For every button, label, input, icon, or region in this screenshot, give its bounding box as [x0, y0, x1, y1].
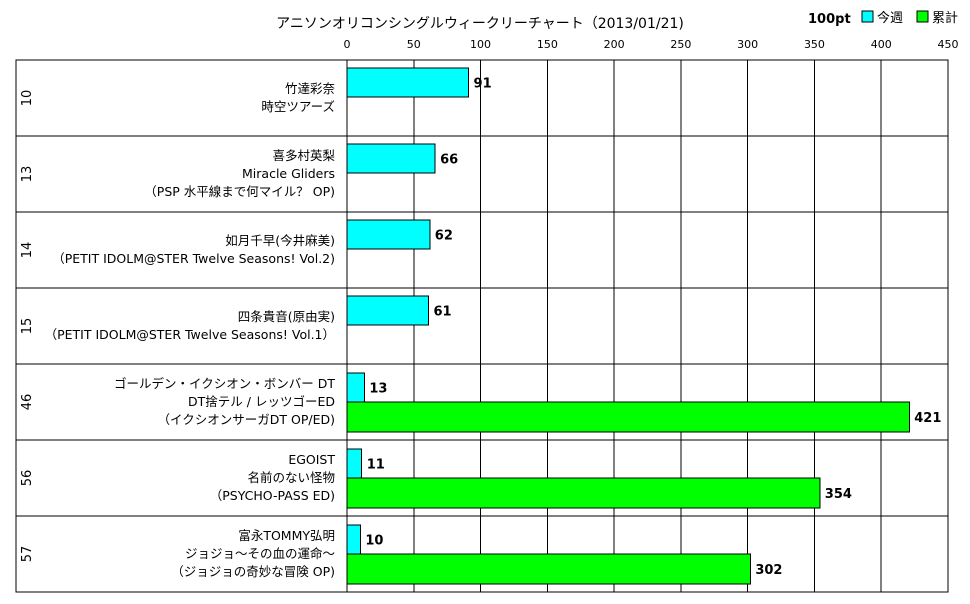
- value-label-cumulative: 421: [914, 411, 941, 426]
- song-label: （ジョジョの奇妙な冒険 OP): [171, 564, 335, 579]
- song-label: 時空ツアーズ: [261, 99, 335, 114]
- song-label: 喜多村英梨: [272, 148, 335, 163]
- legend: 100pt 今週 累計: [808, 10, 958, 27]
- song-label: （イクシオンサーガDT OP/ED): [158, 412, 335, 427]
- chart-row: 13 喜多村英梨 Miracle Gliders （PSP 水平線まで何マイル？ OP…: [16, 135, 948, 199]
- legend-cumulative-swatch: [916, 10, 929, 23]
- value-label-weekly: 66: [440, 153, 458, 168]
- song-label: （PSP 水平線まで何マイル？ OP): [144, 184, 335, 199]
- rank-label: 56: [20, 470, 35, 487]
- x-tick-label: 250: [670, 38, 691, 51]
- value-label-weekly: 10: [365, 534, 383, 549]
- x-tick-label: 400: [871, 38, 892, 51]
- value-label-weekly: 61: [433, 305, 451, 320]
- x-tick-label: 300: [737, 38, 758, 51]
- value-label-cumulative: 302: [755, 563, 782, 578]
- song-label: （PETIT IDOLM@STER Twelve Seasons! Vol.2): [52, 251, 335, 266]
- song-label: （PETIT IDOLM@STER Twelve Seasons! Vol.1）: [45, 327, 335, 342]
- song-label: EGOIST: [288, 452, 335, 467]
- value-label-weekly: 91: [474, 77, 492, 92]
- bar-weekly: [346, 448, 363, 479]
- x-tick-label: 450: [938, 38, 959, 51]
- value-label-weekly: 62: [435, 229, 453, 244]
- x-tick-label: 200: [604, 38, 625, 51]
- x-tick-label: 150: [537, 38, 558, 51]
- rank-label: 57: [20, 546, 35, 563]
- x-tick-label: 0: [344, 38, 351, 51]
- grid-lines: [413, 60, 949, 592]
- bar-weekly: [346, 143, 436, 174]
- song-label: 竹達彩奈: [285, 81, 336, 96]
- song-label: ゴールデン・イクシオン・ボンバー DT: [114, 376, 335, 391]
- x-axis-ticks: 0 50 100 150 200 250 300 350 400 450: [344, 38, 959, 51]
- chart-row: 46 ゴールデン・イクシオン・ボンバー DT DT捨テル / レッツゴーED （イクシ…: [16, 363, 948, 433]
- song-label: 四条貴音(原由実): [238, 309, 335, 324]
- bar-weekly: [346, 524, 361, 555]
- bar-weekly: [346, 295, 429, 326]
- song-label: （PSYCHO-PASS ED): [210, 488, 335, 503]
- rank-label: 13: [20, 166, 35, 183]
- outer-frame: [15, 59, 949, 593]
- value-label-weekly: 13: [369, 382, 387, 397]
- x-tick-label: 100: [470, 38, 491, 51]
- bar-weekly: [346, 67, 470, 98]
- chart-row: 15 四条貴音(原由実) （PETIT IDOLM@STER Twelve Seas…: [16, 287, 948, 342]
- chart-title: アニソンオリコンシングルウィークリーチャート（2013/01/21): [276, 16, 684, 32]
- legend-scale-note: 100pt: [808, 12, 851, 27]
- rank-label: 14: [20, 242, 35, 259]
- x-tick-label: 350: [804, 38, 825, 51]
- song-label: Miracle Gliders: [242, 166, 335, 181]
- bar-cumulative: [346, 553, 751, 585]
- chart-frame: [15, 59, 949, 593]
- bar-weekly: [346, 372, 365, 403]
- song-label: ジョジョ〜その血の運命〜: [185, 546, 335, 561]
- rank-label: 15: [20, 318, 35, 335]
- bar-cumulative: [346, 401, 910, 433]
- song-label: DT捨テル / レッツゴーED: [188, 394, 335, 409]
- rank-label: 10: [20, 90, 35, 107]
- value-label-weekly: 11: [367, 458, 385, 473]
- value-label-cumulative: 354: [825, 487, 852, 502]
- song-label: 如月千早(今井麻美): [225, 233, 335, 248]
- song-label: 名前のない怪物: [247, 470, 335, 485]
- legend-weekly-label: 今週: [877, 10, 903, 26]
- bar-cumulative: [346, 477, 821, 509]
- legend-weekly-swatch: [861, 10, 874, 23]
- chart-row: 56 EGOIST 名前のない怪物 （PSYCHO-PASS ED) 11 354: [16, 439, 948, 509]
- bar-weekly: [346, 219, 431, 250]
- rank-label: 46: [20, 394, 35, 411]
- x-tick-label: 50: [407, 38, 421, 51]
- chart-row: 14 如月千早(今井麻美) （PETIT IDOLM@STER Twelve Sea…: [16, 211, 948, 266]
- legend-cumulative-label: 累計: [932, 10, 958, 26]
- song-label: 富永TOMMY弘明: [238, 528, 335, 543]
